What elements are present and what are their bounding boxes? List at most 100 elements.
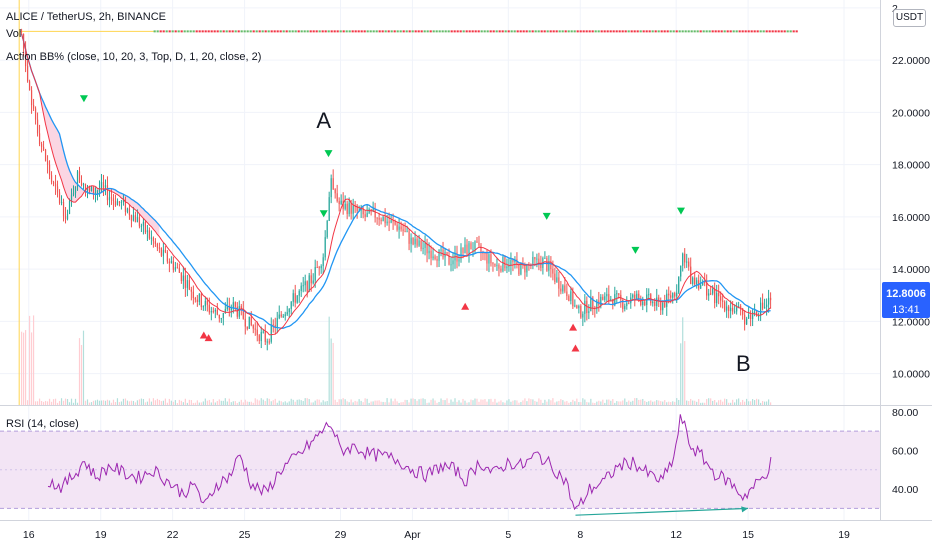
- volume-bar: [216, 401, 218, 405]
- symbol-title[interactable]: ALICE / TetherUS, 2h, BINANCE: [6, 11, 166, 23]
- volume-legend[interactable]: Vol: [6, 28, 22, 40]
- volume-bar: [268, 398, 270, 405]
- candle-body: [564, 285, 566, 292]
- candle-body: [282, 316, 284, 318]
- candle-body: [550, 261, 552, 270]
- candle-body: [490, 254, 492, 264]
- volume-bar: [342, 398, 344, 405]
- candle-body: [582, 313, 584, 318]
- candle-body: [502, 256, 504, 272]
- volume-bar: [516, 400, 518, 405]
- volume-bar: [702, 402, 704, 405]
- volume-bar: [604, 402, 606, 405]
- candle-body: [504, 256, 506, 269]
- candle-body: [310, 275, 312, 284]
- candle-body: [590, 297, 592, 312]
- candle-body: [146, 230, 149, 233]
- candle-body: [520, 263, 522, 275]
- volume-bar: [512, 400, 514, 405]
- volume-bar: [344, 399, 346, 405]
- volume-bar: [564, 401, 566, 405]
- volume-bar: [310, 402, 312, 405]
- volume-bar: [134, 402, 137, 405]
- candle-body: [724, 301, 726, 311]
- time-tick-label: 15: [742, 529, 754, 541]
- candle-body: [54, 183, 57, 187]
- volume-bar: [212, 399, 214, 405]
- candle-body: [312, 280, 314, 284]
- volume-bar: [270, 401, 272, 405]
- candle-body: [168, 261, 170, 264]
- volume-bar: [306, 398, 308, 405]
- volume-bar: [236, 402, 238, 405]
- candle-body: [674, 293, 676, 297]
- volume-bar: [766, 401, 768, 405]
- volume-bar: [592, 402, 594, 405]
- volume-bar: [520, 401, 522, 405]
- volume-bar: [664, 400, 666, 405]
- volume-bar: [210, 402, 212, 405]
- volume-bar: [596, 401, 598, 405]
- indicator-legend[interactable]: Action BB% (close, 10, 20, 3, Top, D, 1,…: [6, 51, 262, 63]
- volume-bar: [670, 402, 672, 405]
- volume-bar: [498, 401, 500, 405]
- volume-bar: [188, 399, 190, 405]
- candle-body: [26, 66, 29, 82]
- candle-body: [46, 161, 49, 165]
- volume-bar: [548, 399, 550, 405]
- resistance-line: [18, 0, 798, 405]
- candle-body: [96, 190, 99, 193]
- candle-body: [482, 252, 484, 254]
- candle-body: [180, 272, 182, 282]
- candle-body: [440, 249, 442, 251]
- volume-bar: [130, 400, 133, 405]
- candle-body: [122, 199, 125, 203]
- candle-body: [218, 314, 220, 319]
- candle-body: [558, 277, 560, 289]
- volume-bar: [769, 402, 772, 405]
- volume-bar: [700, 402, 702, 405]
- volume-bar: [104, 400, 107, 405]
- volume-bar: [362, 402, 364, 405]
- candle-body: [202, 306, 204, 308]
- candle-body: [398, 226, 400, 230]
- volume-bar: [570, 401, 572, 405]
- volume-bar: [232, 401, 234, 405]
- candle-body: [240, 306, 242, 309]
- candle-body: [742, 308, 744, 315]
- candle-body: [24, 48, 27, 67]
- volume-bar: [230, 402, 232, 405]
- volume-bar: [640, 399, 642, 405]
- volume-bar: [466, 402, 468, 405]
- candle-body: [662, 302, 664, 311]
- rsi-legend[interactable]: RSI (14, close): [6, 418, 79, 430]
- candle-body: [406, 231, 408, 233]
- candle-body: [584, 300, 586, 314]
- candle-body: [704, 281, 706, 284]
- candle-body: [760, 302, 762, 316]
- candle-body: [88, 188, 91, 192]
- price-tag-box: [882, 282, 930, 318]
- candle-body: [500, 268, 502, 272]
- volume-bar: [550, 400, 552, 405]
- volume-bar: [546, 401, 548, 405]
- candle-body: [158, 247, 160, 249]
- price-tag-countdown: 13:41: [892, 304, 920, 316]
- currency-selector[interactable]: USDT: [893, 9, 926, 27]
- candle-body: [498, 264, 500, 269]
- volume-bar: [690, 398, 692, 405]
- volume-bar: [200, 402, 202, 405]
- top-signal-marker: [324, 150, 333, 158]
- volume-bar: [656, 400, 658, 405]
- volume-bar: [576, 398, 578, 405]
- candle-body: [116, 201, 119, 206]
- candle-body: [334, 189, 336, 194]
- price-tick-label: 20.0000: [892, 107, 930, 119]
- volume-bar: [454, 398, 456, 405]
- candle-body: [42, 146, 45, 150]
- candle-body: [506, 266, 508, 269]
- volume-bar: [720, 399, 722, 405]
- candle-body: [232, 302, 234, 309]
- candle-body: [338, 201, 340, 205]
